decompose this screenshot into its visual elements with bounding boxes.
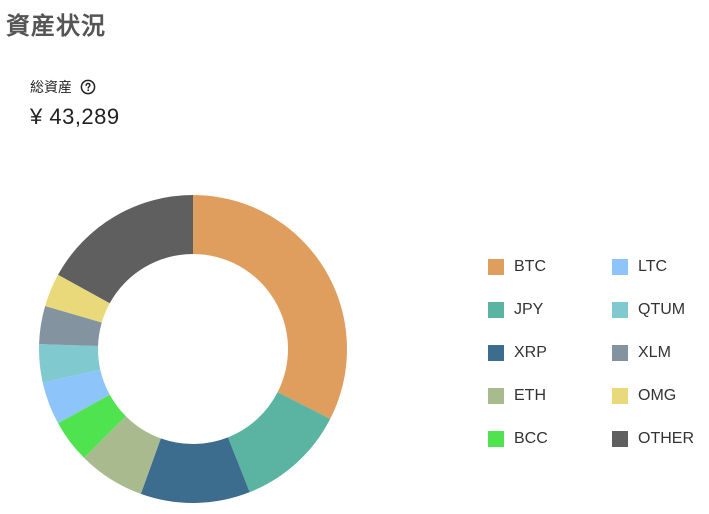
total-assets-label-row: 総資産	[30, 76, 120, 98]
legend-swatch-eth	[488, 388, 504, 404]
donut-slice-ltc[interactable]	[42, 369, 110, 424]
donut-slice-omg[interactable]	[45, 274, 110, 323]
page-title: 資産状況	[6, 12, 106, 40]
donut-slice-qtum[interactable]	[39, 344, 101, 383]
legend-swatch-qtum	[612, 302, 628, 318]
legend-item-xlm[interactable]: XLM	[612, 342, 709, 364]
legend-label-xlm: XLM	[638, 344, 671, 361]
total-assets-summary: 総資産 ¥ 43,289	[30, 76, 120, 130]
legend-swatch-btc	[488, 259, 504, 275]
legend-label-ltc: LTC	[638, 258, 668, 275]
legend-label-xrp: XRP	[514, 344, 547, 361]
legend-swatch-omg	[612, 388, 628, 404]
legend-item-qtum[interactable]: QTUM	[612, 299, 709, 321]
legend-label-omg: OMG	[638, 387, 677, 404]
legend-item-other[interactable]: OTHER	[612, 428, 709, 450]
donut-slice-btc[interactable]	[193, 195, 347, 419]
legend-label-btc: BTC	[514, 258, 546, 275]
legend-item-btc[interactable]: BTC	[488, 256, 612, 278]
asset-donut-chart	[39, 195, 347, 503]
donut-slice-eth[interactable]	[84, 416, 161, 494]
donut-slice-xlm[interactable]	[39, 306, 102, 347]
asset-allocation-chart: BTC LTC JPY QTUM XRP XLM ETH OMG BCC OTHER	[0, 180, 709, 511]
legend-label-jpy: JPY	[514, 301, 544, 318]
legend-item-bcc[interactable]: BCC	[488, 428, 612, 450]
total-assets-value: ¥ 43,289	[30, 104, 120, 129]
legend-swatch-ltc	[612, 259, 628, 275]
legend-label-other: OTHER	[638, 430, 694, 447]
legend-swatch-xlm	[612, 345, 628, 361]
legend-swatch-other	[612, 431, 628, 447]
legend-item-jpy[interactable]: JPY	[488, 299, 612, 321]
legend-swatch-bcc	[488, 431, 504, 447]
legend-item-xrp[interactable]: XRP	[488, 342, 612, 364]
legend-label-eth: ETH	[514, 387, 546, 404]
legend-swatch-xrp	[488, 345, 504, 361]
question-circle-icon[interactable]	[80, 79, 96, 95]
total-assets-label: 総資産	[30, 80, 72, 96]
legend-item-eth[interactable]: ETH	[488, 385, 612, 407]
chart-legend: BTC LTC JPY QTUM XRP XLM ETH OMG BCC OTHER	[488, 256, 709, 471]
donut-slice-xrp[interactable]	[140, 437, 250, 503]
legend-swatch-jpy	[488, 302, 504, 318]
donut-slice-other[interactable]	[58, 195, 194, 304]
donut-slice-jpy[interactable]	[227, 392, 331, 493]
legend-label-qtum: QTUM	[638, 301, 686, 318]
legend-item-omg[interactable]: OMG	[612, 385, 709, 407]
legend-label-bcc: BCC	[514, 430, 548, 447]
donut-slice-bcc[interactable]	[58, 394, 126, 458]
legend-item-ltc[interactable]: LTC	[612, 256, 709, 278]
